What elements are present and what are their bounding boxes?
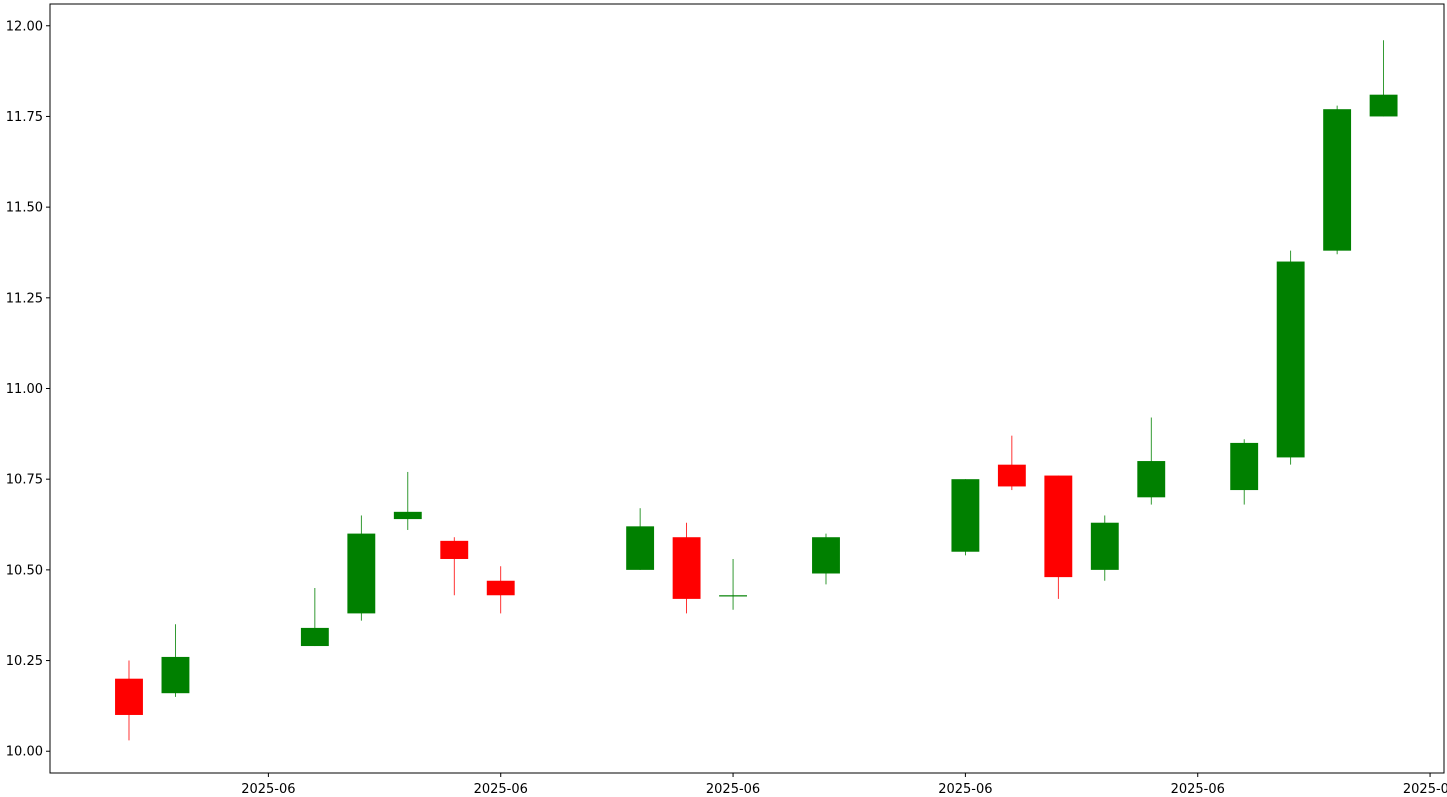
y-tick-label: 10.00: [6, 745, 43, 760]
candle: [951, 479, 980, 556]
candle-body: [440, 540, 469, 559]
candle-body: [486, 580, 515, 596]
candle-body: [626, 526, 655, 570]
y-tick-label: 11.00: [6, 382, 43, 397]
candle-body: [1276, 261, 1305, 458]
candle-body: [1230, 442, 1259, 491]
candle-body: [347, 533, 376, 614]
candle: [812, 533, 840, 585]
x-tick-label: 2025-06: [1171, 782, 1225, 797]
candle: [672, 522, 701, 614]
y-tick-label: 10.50: [6, 563, 43, 578]
candle-body: [161, 656, 190, 694]
candle-body: [1044, 475, 1073, 578]
candle: [1044, 475, 1073, 599]
candle: [626, 508, 655, 570]
y-tick-label: 12.00: [6, 19, 43, 34]
candle: [115, 660, 143, 741]
candle-body: [672, 537, 701, 599]
y-tick-label: 10.25: [6, 654, 43, 669]
candle: [719, 558, 747, 610]
y-tick-label: 11.25: [6, 291, 43, 306]
candle: [1276, 250, 1305, 465]
candle: [300, 588, 329, 647]
candle: [1369, 40, 1398, 117]
candle-body: [812, 537, 840, 574]
x-tick-label: 2025-06: [474, 782, 528, 797]
y-tick-label: 10.75: [6, 473, 43, 488]
x-tick-label: 2025-06: [241, 782, 295, 797]
y-tick-label: 11.50: [6, 201, 43, 216]
candle-body: [1323, 109, 1352, 251]
candles-layer: [115, 40, 1398, 741]
axes-layer: 10.00 10.25 10.50 10.75 11.00 11.25 11.50 11.75…: [6, 3, 1447, 797]
candle-body: [951, 479, 980, 552]
candle: [393, 471, 422, 530]
candle: [1137, 417, 1166, 505]
candle: [440, 537, 469, 596]
candle: [486, 566, 515, 614]
candle-body: [997, 464, 1026, 487]
candle-body: [719, 595, 747, 597]
x-tick-label: 2025-07: [1403, 782, 1447, 797]
plot-frame: [49, 3, 1445, 774]
y-tick-label: 11.75: [6, 110, 43, 125]
candle: [1230, 439, 1259, 505]
candle-body: [1369, 94, 1398, 117]
candle-body: [1137, 461, 1166, 498]
candle: [1090, 515, 1119, 581]
x-tick-label: 2025-06: [938, 782, 992, 797]
candle: [347, 515, 376, 621]
candle: [997, 435, 1026, 491]
candle: [161, 624, 190, 697]
candle-body: [1090, 522, 1119, 570]
candle-body: [393, 511, 422, 520]
candle-body: [115, 678, 143, 715]
candle: [1323, 105, 1352, 255]
x-tick-label: 2025-06: [706, 782, 760, 797]
candle-body: [300, 627, 329, 647]
